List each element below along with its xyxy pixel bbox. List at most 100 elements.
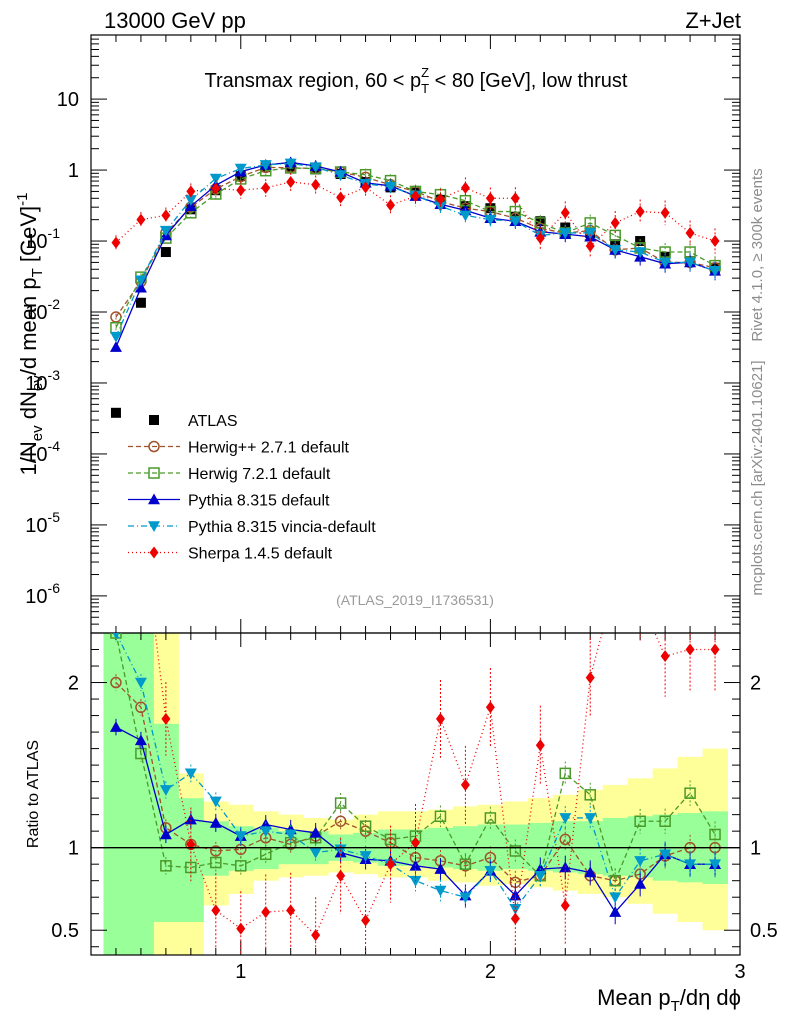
ylabel-sup: -1 [14,193,31,206]
marker-square-open [210,856,222,869]
marker-triangle-down [284,158,297,170]
marker-triangle-down [159,785,172,796]
ratio-y-tick-label-right: 2 [750,673,761,695]
plot-title-sup: Z [421,65,429,80]
marker-triangle-down [534,870,547,882]
marker-triangle-down [609,892,622,904]
marker-diamond [660,206,670,219]
xlabel-part-1: Mean p [597,985,670,1010]
marker-diamond [435,712,445,725]
ratio-y-tick-label: 2 [68,673,79,695]
marker-triangle-down [234,831,247,843]
ratio-y-axis-label: Ratio to ATLAS [25,740,42,848]
marker-diamond [411,190,420,203]
marker-triangle-down [584,228,597,239]
marker-triangle-down [459,210,472,222]
ratio-y-tick-label: 0.5 [51,920,79,942]
marker-triangle-down [684,257,697,269]
marker-diamond [311,178,321,191]
main-plot-series [109,156,722,418]
plot-title-main: Transmax region, 60 < p [205,70,422,92]
marker-circle-open [210,845,222,857]
marker-diamond [149,546,159,559]
marker-diamond [435,193,445,206]
marker-diamond [510,912,520,925]
marker-triangle-down [134,677,147,689]
legend: ATLAS Herwig++ 2.7.1 default Herwig 7.2.1 … [128,413,376,563]
marker-triangle-down [148,521,160,532]
marker-triangle-down [709,266,722,277]
y-tick-label: 10-5 [25,509,60,537]
marker-circle-open [110,676,122,689]
marker-triangle-down [434,885,447,897]
marker-triangle-up [584,866,597,878]
y-tick-label: 10-1 [25,225,60,253]
marker-triangle-down [459,892,472,904]
marker-triangle-up [434,863,447,874]
ylabel-part-1: 1/N [16,441,41,475]
marker-square-open [609,229,621,242]
xlabel-tail: /dη dϕ [680,985,741,1010]
marker-diamond [136,213,146,226]
marker-triangle-up [134,734,147,746]
ylabel-sub-3: T [29,268,46,277]
marker-square-open [584,789,596,801]
marker-triangle-down [184,768,197,780]
marker-triangle-down [509,216,522,228]
marker-triangle-up [209,816,222,828]
y-tick-label: 1 [68,160,79,182]
marker-diamond [460,778,470,791]
ratio-uncertainty-band [103,633,729,955]
legend-entry-label: Herwig++ 2.7.1 default [188,440,350,457]
marker-square-open [259,848,272,861]
marker-triangle-down [659,849,672,861]
band-inner-segment [103,633,154,955]
marker-diamond [236,184,246,197]
marker-triangle-up [609,906,622,917]
ylabel-sub-2: ev [29,375,46,391]
marker-triangle-up [309,826,322,838]
marker-triangle-down [109,331,122,343]
marker-triangle-down [284,829,297,841]
marker-triangle-up [159,828,172,840]
marker-diamond [636,594,645,606]
legend-entry-label: Pythia 8.315 vincia-default [188,519,376,536]
marker-triangle-down [334,170,347,182]
legend-entry-label: Sherpa 1.4.5 default [188,546,333,563]
marker-diamond [660,650,670,663]
marker-diamond [286,175,296,188]
marker-diamond [261,906,271,919]
marker-diamond [585,671,595,684]
plot-title-tail: < 80 [GeV], low thrust [429,70,628,92]
marker-diamond [710,643,720,656]
marker-triangle-down [384,182,397,193]
marker-diamond [411,836,420,849]
main-plot-frame [90,34,741,634]
x-tick-label: 3 [734,961,745,983]
marker-triangle-down [609,245,622,256]
marker-square-open [484,812,497,824]
marker-square-filled [149,415,159,425]
marker-square-open [235,860,247,872]
marker-triangle-down [709,859,722,871]
marker-triangle-down [684,859,697,871]
ylabel-part-2: dN [16,391,41,425]
marker-triangle-down [309,847,322,859]
marker-diamond [685,226,695,239]
marker-diamond [211,182,221,195]
marker-diamond [386,199,396,212]
marker-square-open [434,810,447,823]
marker-triangle-down [184,195,197,206]
mcplots-label: mcplots.cern.ch [arXiv:2401.10621] [749,360,766,595]
marker-diamond [560,206,570,219]
marker-triangle-down [484,214,497,226]
marker-diamond [710,235,720,248]
marker-triangle-down [259,826,272,838]
marker-triangle-up [509,889,522,901]
marker-diamond [610,216,620,229]
marker-diamond [336,869,346,882]
marker-triangle-down [584,813,597,824]
marker-triangle-up [634,877,647,889]
marker-triangle-up [148,493,160,505]
